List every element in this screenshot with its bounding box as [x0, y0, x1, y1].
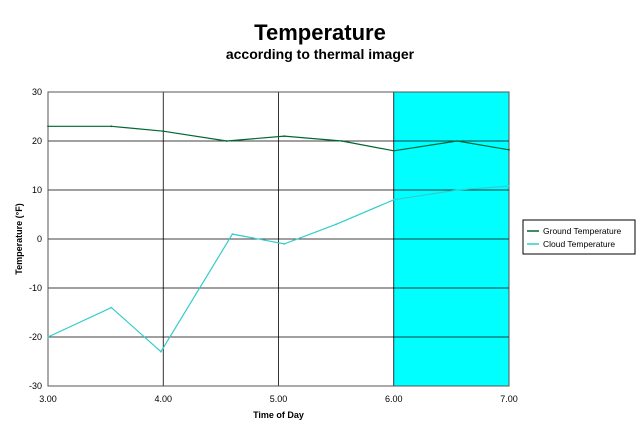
y-axis-label: Temperature (°F): [14, 203, 24, 274]
x-tick-label: 3.00: [39, 394, 57, 404]
data-point: [283, 135, 286, 138]
data-point: [110, 125, 113, 128]
y-tick-label: 30: [32, 87, 42, 97]
data-point: [508, 148, 510, 151]
data-point: [225, 140, 228, 142]
data-point: [340, 140, 343, 142]
data-point: [335, 223, 338, 226]
data-point: [283, 243, 286, 245]
data-point: [392, 149, 395, 152]
data-point: [110, 306, 113, 309]
x-tick-label: 6.00: [385, 394, 403, 404]
legend-box: [522, 219, 636, 255]
data-point: [392, 198, 395, 201]
y-tick-label: 10: [32, 185, 42, 195]
y-tick-label: 20: [32, 136, 42, 146]
x-axis-label: Time of Day: [253, 410, 304, 420]
y-tick-label: -30: [29, 381, 42, 391]
chart-title: Temperature: [254, 20, 386, 45]
x-tick-label: 5.00: [270, 394, 288, 404]
x-tick-label: 7.00: [500, 394, 518, 404]
plot-border: [47, 91, 510, 387]
data-point: [162, 130, 165, 133]
x-tick-label: 4.00: [154, 394, 172, 404]
data-point: [508, 185, 510, 187]
chart-subtitle: according to thermal imager: [225, 46, 415, 62]
data-point: [160, 350, 162, 353]
y-tick-label: 0: [37, 234, 42, 244]
data-point: [231, 233, 234, 236]
legend-label: Ground Temperature: [543, 226, 622, 236]
data-point: [456, 140, 459, 142]
legend-label: Cloud Temperature: [543, 239, 615, 249]
data-point: [47, 125, 49, 128]
y-tick-label: -20: [29, 332, 42, 342]
y-tick-label: -10: [29, 283, 42, 293]
data-point: [456, 189, 459, 191]
data-point: [47, 336, 49, 338]
